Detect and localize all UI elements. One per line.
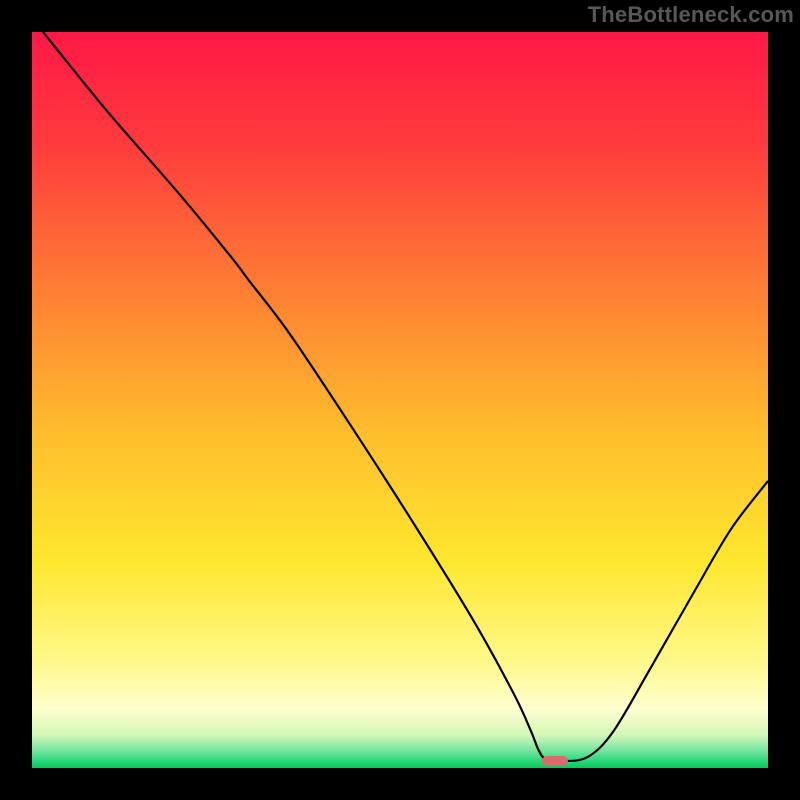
plot-area xyxy=(32,32,768,768)
plot-gradient-background xyxy=(32,32,768,768)
watermark-label: TheBottleneck.com xyxy=(588,2,794,28)
optimum-marker xyxy=(542,756,568,766)
bottleneck-chart: TheBottleneck.com xyxy=(0,0,800,800)
